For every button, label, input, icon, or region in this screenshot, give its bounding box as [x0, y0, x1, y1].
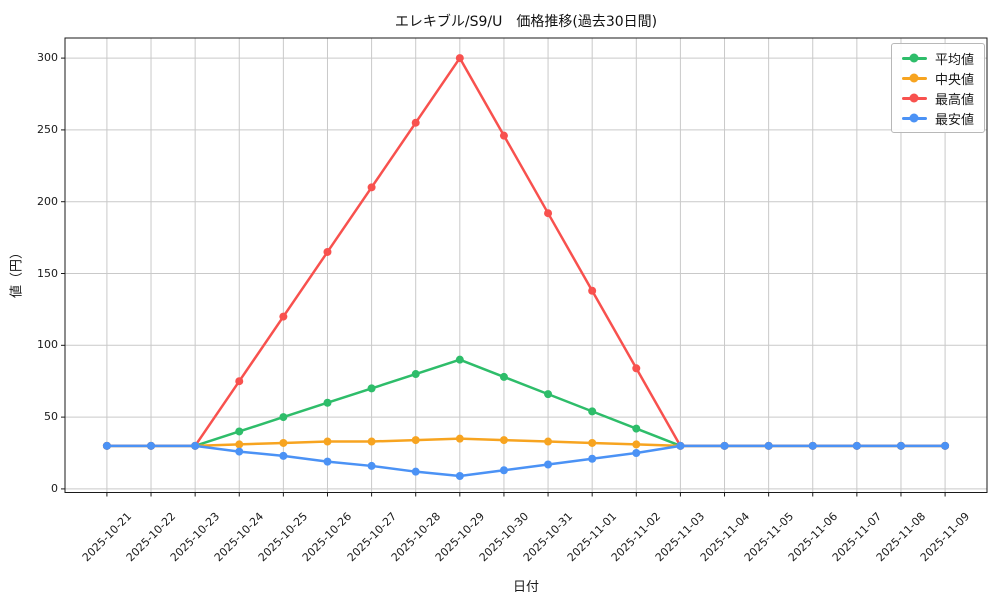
legend-dot-icon [909, 53, 919, 63]
data-point-median [544, 437, 553, 446]
data-point-highest [588, 286, 597, 295]
series-line-lowest [105, 444, 947, 478]
data-point-lowest [720, 441, 729, 450]
legend-label: 最高値 [934, 92, 974, 108]
legend-swatch-highest [901, 92, 927, 104]
data-point-median [235, 440, 244, 449]
data-point-lowest [896, 441, 905, 450]
data-point-lowest [323, 457, 332, 466]
data-point-median [279, 438, 288, 447]
data-point-median [632, 440, 641, 449]
data-point-lowest [147, 441, 156, 450]
series-line-highest [105, 56, 947, 448]
y-tick-label: 150 [37, 266, 58, 280]
series-line-average [105, 358, 947, 448]
data-point-average [411, 370, 420, 379]
data-point-lowest [455, 471, 464, 480]
data-point-highest [367, 183, 376, 192]
legend-item-median: 中央値 [901, 70, 974, 88]
legend-item-highest: 最高値 [901, 90, 974, 108]
legend-item-average: 平均値 [901, 50, 974, 68]
legend-dot-icon [909, 93, 919, 103]
data-point-average [588, 407, 597, 416]
data-point-lowest [499, 466, 508, 475]
data-point-median [588, 438, 597, 447]
data-point-highest [235, 377, 244, 386]
y-tick-label: 50 [44, 410, 58, 424]
y-tick-label: 250 [37, 122, 58, 136]
data-point-average [323, 398, 332, 407]
legend-label: 平均値 [934, 52, 974, 68]
y-axis-label: 値（円） [9, 245, 25, 299]
data-point-average [632, 424, 641, 433]
legend-item-lowest: 最安値 [901, 110, 974, 128]
data-point-lowest [676, 441, 685, 450]
data-point-lowest [852, 441, 861, 450]
legend-swatch-median [901, 72, 927, 84]
y-tick-label: 200 [37, 194, 58, 208]
data-point-median [411, 436, 420, 445]
data-point-lowest [632, 449, 641, 458]
chart-title: エレキブル/S9/U 価格推移(過去30日間) [394, 14, 658, 30]
data-point-highest [544, 209, 553, 218]
legend: 平均値中央値最高値最安値 [890, 43, 985, 133]
data-point-lowest [411, 467, 420, 476]
x-axis-label: 日付 [512, 580, 539, 595]
y-tick-label: 100 [37, 338, 58, 352]
y-tick-label: 0 [51, 481, 58, 495]
data-point-highest [279, 312, 288, 321]
data-point-average [499, 372, 508, 381]
data-point-lowest [279, 451, 288, 460]
legend-dot-icon [909, 113, 919, 123]
data-point-average [235, 427, 244, 436]
data-point-lowest [544, 460, 553, 469]
data-point-highest [411, 118, 420, 127]
data-point-average [279, 413, 288, 422]
data-point-average [367, 384, 376, 393]
data-point-lowest [588, 454, 597, 463]
legend-dot-icon [909, 73, 919, 83]
data-point-lowest [367, 461, 376, 470]
data-point-lowest [191, 441, 200, 450]
data-point-average [544, 390, 553, 399]
data-point-lowest [235, 447, 244, 456]
legend-swatch-lowest [901, 112, 927, 124]
data-point-lowest [102, 441, 111, 450]
data-point-highest [632, 364, 641, 373]
plot-border [64, 37, 988, 493]
data-point-lowest [808, 441, 817, 450]
data-point-median [455, 434, 464, 443]
data-point-median [367, 437, 376, 446]
data-point-lowest [941, 441, 950, 450]
data-point-median [323, 437, 332, 446]
legend-label: 中央値 [934, 72, 974, 88]
data-point-median [499, 436, 508, 445]
data-point-highest [455, 54, 464, 63]
data-point-lowest [764, 441, 773, 450]
data-point-average [455, 355, 464, 364]
data-point-highest [499, 131, 508, 140]
y-tick-label: 300 [37, 51, 58, 65]
legend-label: 最安値 [934, 112, 974, 128]
data-point-highest [323, 247, 332, 256]
legend-swatch-average [901, 52, 927, 64]
